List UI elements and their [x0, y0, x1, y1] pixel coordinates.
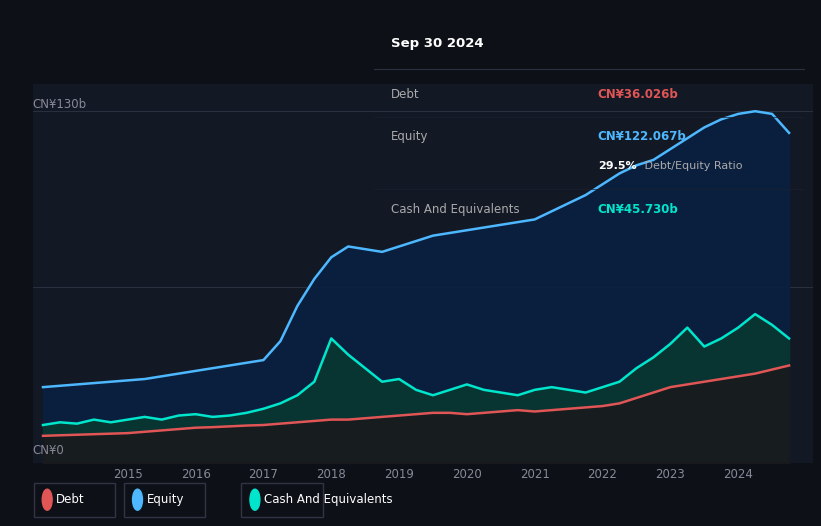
Text: Cash And Equivalents: Cash And Equivalents	[264, 493, 392, 506]
Text: CN¥36.026b: CN¥36.026b	[598, 88, 678, 100]
Text: Sep 30 2024: Sep 30 2024	[391, 37, 484, 50]
FancyBboxPatch shape	[241, 483, 323, 517]
Text: CN¥122.067b: CN¥122.067b	[598, 130, 686, 143]
Text: Equity: Equity	[147, 493, 184, 506]
Text: Cash And Equivalents: Cash And Equivalents	[391, 204, 520, 216]
Ellipse shape	[42, 489, 53, 510]
Ellipse shape	[250, 489, 260, 510]
FancyBboxPatch shape	[34, 483, 115, 517]
Text: 29.5%: 29.5%	[598, 160, 636, 171]
FancyBboxPatch shape	[124, 483, 205, 517]
Text: CN¥130b: CN¥130b	[33, 98, 87, 111]
Text: Equity: Equity	[391, 130, 429, 143]
Text: CN¥0: CN¥0	[33, 444, 65, 458]
Text: CN¥45.730b: CN¥45.730b	[598, 204, 678, 216]
Text: Debt: Debt	[391, 88, 420, 100]
Text: Debt: Debt	[57, 493, 85, 506]
Text: Debt/Equity Ratio: Debt/Equity Ratio	[641, 160, 742, 171]
Ellipse shape	[132, 489, 143, 510]
